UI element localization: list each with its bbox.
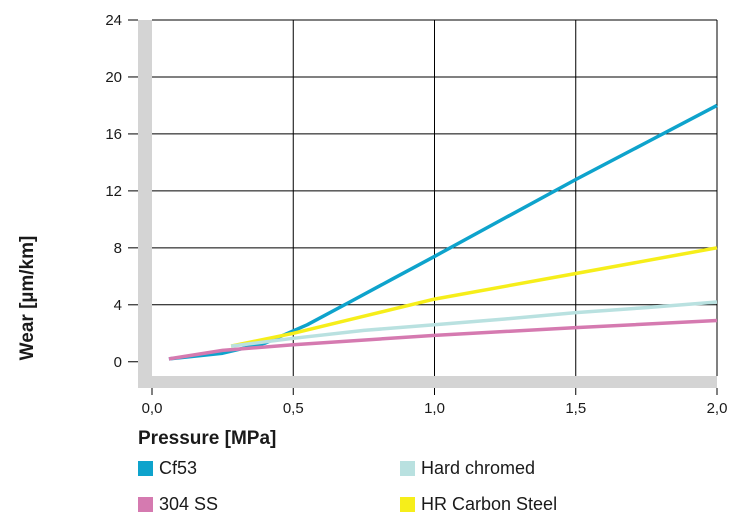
y-tick-label: 16 (105, 126, 122, 143)
series-line-hr-carbon-steel (230, 246, 718, 348)
legend-item-304-ss: 304 SS (138, 492, 218, 516)
y-tick-label: 4 (114, 297, 122, 314)
x-axis-bar (138, 376, 717, 388)
x-tick-label: 2,0 (707, 400, 728, 417)
y-axis-title: Wear [µm/km] (17, 236, 38, 361)
y-tick-label: 12 (105, 183, 122, 200)
series-line-hard-chromed (230, 300, 718, 348)
series-lines (168, 103, 718, 361)
x-tick-label: 0,5 (283, 400, 304, 417)
legend-swatch-hard-chromed (400, 460, 415, 476)
series-line-cf53 (168, 103, 718, 361)
legend-item-cf53: Cf53 (138, 456, 197, 480)
legend-label-cf53: Cf53 (159, 457, 198, 478)
y-axis-bar (138, 20, 152, 376)
grid (152, 19, 718, 376)
x-tick-label: 0,0 (142, 400, 163, 417)
y-tick-label: 20 (105, 69, 122, 86)
legend-item-hr-carbon-steel: HR Carbon Steel (400, 492, 557, 516)
y-tick-labels: 0 4 8 12 16 20 24 (105, 12, 138, 371)
legend-label-hard-chromed: Hard chromed (421, 457, 536, 478)
x-tick-label: 1,5 (565, 400, 586, 417)
y-tick-label: 24 (105, 12, 122, 29)
legend-swatch-hr-carbon-steel (400, 496, 415, 512)
legend-swatch-cf53 (138, 460, 153, 476)
x-tick-label: 1,0 (424, 400, 445, 417)
y-tick-label: 0 (114, 354, 122, 371)
x-axis-title: Pressure [MPa] (138, 428, 276, 449)
series-line-304-ss (168, 318, 718, 361)
legend-swatch-304-ss (138, 496, 153, 512)
legend-label-304-ss: 304 SS (159, 493, 219, 514)
x-tick-labels: 0,0 0,5 1,0 1,5 2,0 (142, 388, 728, 417)
legend-item-hard-chromed: Hard chromed (400, 456, 535, 480)
y-tick-label: 8 (114, 240, 122, 257)
legend: Cf53 Hard chromed 304 SS HR Carbon Steel (138, 456, 658, 520)
legend-label-hr-carbon-steel: HR Carbon Steel (421, 493, 558, 514)
axis-bars (138, 20, 717, 388)
